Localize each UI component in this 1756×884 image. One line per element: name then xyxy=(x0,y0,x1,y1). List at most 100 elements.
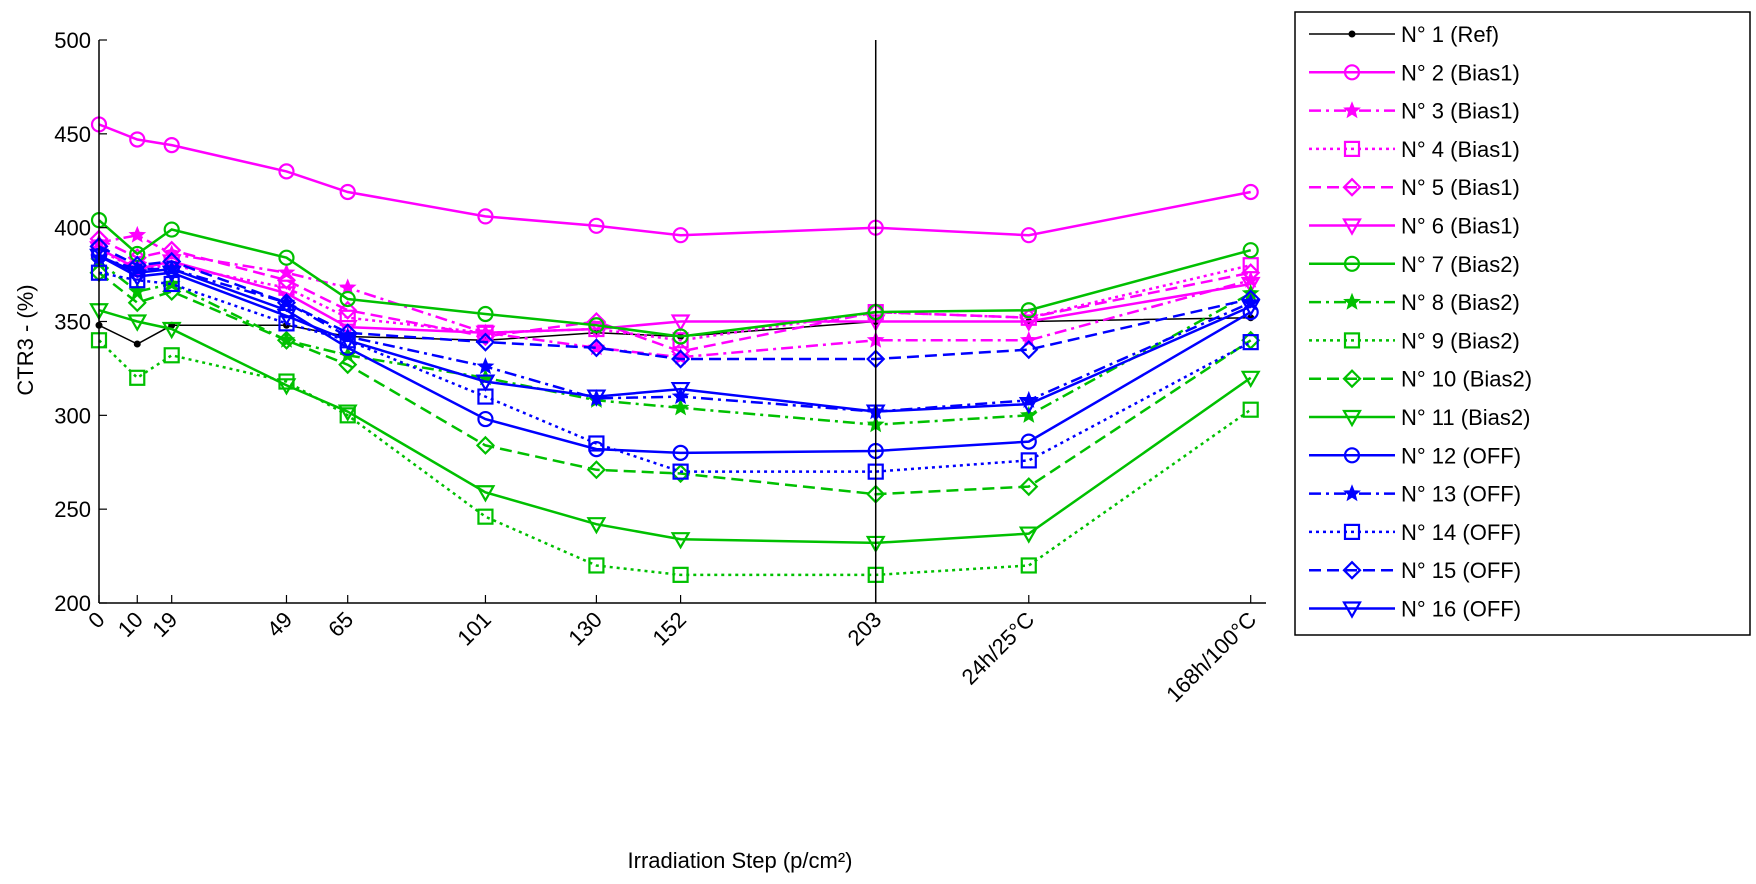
data-point xyxy=(670,314,691,332)
data-point xyxy=(1240,299,1261,317)
data-point xyxy=(475,435,496,455)
x-tick-label: 101 xyxy=(452,607,496,651)
legend-label: N° 14 (OFF) xyxy=(1401,520,1521,545)
legend-label: N° 9 (Bias2) xyxy=(1401,328,1520,353)
data-point xyxy=(672,444,689,461)
series-7 xyxy=(90,212,1259,345)
legend-marker xyxy=(1343,332,1361,349)
data-point xyxy=(161,321,182,340)
y-tick-label: 250 xyxy=(54,497,91,522)
data-point xyxy=(338,300,358,320)
legend-entry: N° 1 (Ref) xyxy=(1309,22,1499,47)
legend-label: N° 10 (Bias2) xyxy=(1401,367,1532,392)
legend-marker xyxy=(1342,369,1362,389)
y-tick-label: 500 xyxy=(54,28,91,53)
data-point xyxy=(672,328,689,345)
data-point xyxy=(129,131,146,148)
series-14 xyxy=(90,264,1259,480)
legend-entry: N° 10 (Bias2) xyxy=(1309,367,1532,392)
x-tick-label: 203 xyxy=(843,607,887,651)
data-point xyxy=(588,557,605,574)
legend-entry: N° 4 (Bias1) xyxy=(1309,137,1520,162)
data-point xyxy=(1019,477,1039,497)
data-point xyxy=(1019,330,1038,348)
data-point xyxy=(586,389,607,407)
axes: 200 250 300 350 400 450 500 0 10 19 49 65 101 130 152 2… xyxy=(54,28,1266,707)
data-point xyxy=(1020,433,1037,450)
series-line xyxy=(98,339,1252,577)
data-point xyxy=(475,374,496,392)
data-point xyxy=(1018,396,1039,415)
data-point xyxy=(276,308,297,327)
data-point xyxy=(1242,183,1259,201)
data-point xyxy=(477,410,494,428)
data-point xyxy=(670,532,691,550)
data-point xyxy=(1018,314,1039,332)
legend-label: N° 12 (OFF) xyxy=(1401,443,1521,468)
legend-label: N° 4 (Bias1) xyxy=(1401,137,1520,162)
x-tick-label: 49 xyxy=(262,607,297,642)
x-tick-label: 152 xyxy=(647,607,691,651)
legend-marker xyxy=(1343,523,1361,541)
data-point xyxy=(586,460,606,480)
data-point xyxy=(588,217,605,234)
data-point xyxy=(475,325,496,343)
x-tick-label: 0 xyxy=(83,607,109,633)
data-point xyxy=(475,485,496,503)
data-point xyxy=(670,381,691,400)
legend-entry: N° 6 (Bias1) xyxy=(1309,214,1520,239)
data-point xyxy=(338,355,358,375)
legend-label: N° 8 (Bias2) xyxy=(1401,290,1520,315)
data-point xyxy=(1020,302,1037,319)
legend-entry: N° 2 (Bias1) xyxy=(1309,60,1520,85)
legend-marker xyxy=(1343,255,1361,272)
data-point xyxy=(278,249,295,266)
legend-label: N° 13 (OFF) xyxy=(1401,482,1521,507)
data-point xyxy=(162,281,182,302)
x-tick-label: 168h/100°C xyxy=(1161,607,1261,707)
series-line xyxy=(98,254,1252,455)
series-line xyxy=(98,249,1251,342)
data-point xyxy=(1242,334,1259,351)
data-point xyxy=(586,338,606,358)
data-point xyxy=(671,398,690,416)
data-point xyxy=(162,251,182,272)
data-point xyxy=(477,305,494,323)
legend-marker xyxy=(1343,140,1361,157)
x-tick-label: 65 xyxy=(323,607,358,642)
data-point xyxy=(1020,452,1037,469)
data-point xyxy=(278,163,295,180)
data-point xyxy=(127,269,148,287)
data-point xyxy=(127,255,147,275)
data-point xyxy=(163,275,180,293)
x-axis-label: Irradiation Step (p/cm²) xyxy=(628,848,853,873)
data-point xyxy=(1242,401,1259,418)
data-point xyxy=(337,333,358,351)
series-15 xyxy=(89,236,1261,369)
legend-label: N° 16 (OFF) xyxy=(1401,597,1521,622)
legend-entry: N° 7 (Bias2) xyxy=(1309,252,1520,277)
legend-marker xyxy=(1343,447,1361,464)
series-line xyxy=(98,271,1252,473)
data-point xyxy=(163,136,180,154)
data-point xyxy=(1241,263,1261,283)
data-point xyxy=(127,293,147,313)
data-point xyxy=(1020,557,1037,574)
plot-area xyxy=(89,116,1261,583)
series-line xyxy=(98,309,1252,545)
y-axis-label: CTR3 - (%) xyxy=(13,284,38,395)
data-point xyxy=(128,225,147,243)
data-point xyxy=(672,227,689,244)
legend-label: N° 3 (Bias1) xyxy=(1401,99,1520,124)
legend-entry: N° 15 (OFF) xyxy=(1309,558,1521,583)
y-tick-label: 400 xyxy=(54,216,91,241)
legend-entry: N° 11 (Bias2) xyxy=(1309,405,1530,430)
legend-label: N° 2 (Bias1) xyxy=(1401,60,1520,85)
legend-label: N° 6 (Bias1) xyxy=(1401,214,1520,239)
series-8 xyxy=(90,252,1260,433)
series-9 xyxy=(90,332,1259,583)
legend-marker xyxy=(1343,101,1361,119)
y-tick-label: 200 xyxy=(54,591,91,616)
data-point xyxy=(671,349,691,369)
